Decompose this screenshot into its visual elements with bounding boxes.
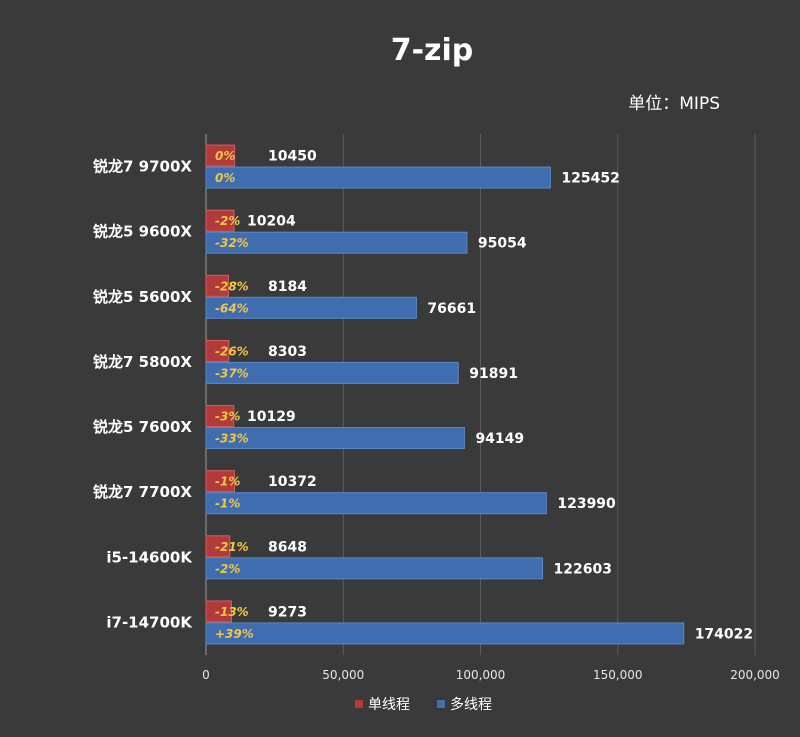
pct-label: -37% bbox=[215, 366, 249, 380]
value-label: 125452 bbox=[561, 171, 619, 187]
bar-single-thread bbox=[205, 405, 235, 428]
value-label: 122603 bbox=[554, 561, 612, 577]
bar-multi-thread bbox=[205, 557, 544, 580]
chart-title: 7-zip bbox=[391, 33, 474, 68]
x-tick-label: 50,000 bbox=[322, 668, 364, 682]
x-tick-label: 200,000 bbox=[730, 668, 780, 682]
category-label: i7-14700K bbox=[106, 613, 193, 631]
bar-multi-thread bbox=[205, 622, 685, 645]
x-tick-label: 100,000 bbox=[456, 668, 506, 682]
value-label: 95054 bbox=[478, 236, 527, 252]
value-label: 76661 bbox=[427, 301, 476, 317]
value-label: 123990 bbox=[557, 496, 616, 512]
pct-label: -2% bbox=[215, 214, 240, 228]
bar-single-thread bbox=[205, 600, 232, 623]
pct-label: -3% bbox=[215, 410, 240, 424]
value-label: 174022 bbox=[695, 626, 753, 642]
legend-swatch bbox=[437, 700, 445, 708]
value-label: 10129 bbox=[247, 409, 296, 425]
bar-multi-thread bbox=[205, 166, 551, 189]
value-label: 91891 bbox=[469, 366, 518, 382]
legend-label: 多线程 bbox=[450, 696, 492, 713]
pct-label: -28% bbox=[215, 279, 249, 293]
pct-label: -13% bbox=[215, 605, 249, 619]
legend: 单线程 多线程 bbox=[355, 696, 492, 713]
x-axis-ticks: 0 50,000 100,000 150,000 200,000 bbox=[202, 668, 780, 682]
pct-label: -1% bbox=[215, 497, 240, 511]
bar-multi-thread bbox=[205, 231, 468, 254]
bar-single-thread bbox=[205, 339, 230, 362]
category-label: 锐龙7 5800X bbox=[93, 353, 192, 371]
bar-multi-thread bbox=[205, 296, 417, 319]
bar-single-thread bbox=[205, 535, 231, 558]
bar-multi-thread bbox=[205, 361, 459, 384]
value-label: 8303 bbox=[268, 344, 307, 360]
pct-label: -32% bbox=[215, 236, 249, 250]
bar-single-thread bbox=[205, 274, 229, 297]
category-label: 锐龙7 9700X bbox=[93, 158, 192, 176]
pct-label: -1% bbox=[215, 475, 240, 489]
value-label: 94149 bbox=[475, 431, 524, 447]
pct-label: -26% bbox=[215, 344, 249, 358]
value-label: 10372 bbox=[268, 474, 317, 490]
pct-label: +39% bbox=[215, 627, 254, 641]
value-label: 8648 bbox=[268, 539, 307, 555]
category-label: 锐龙5 9600X bbox=[93, 223, 192, 241]
value-label: 10450 bbox=[268, 149, 317, 165]
pct-label: -2% bbox=[215, 562, 240, 576]
data-labels: 0% 10450 0% 125452 -2% 10204 -32% 95054 -28% 8184… bbox=[215, 149, 753, 643]
bar-single-thread bbox=[205, 144, 236, 167]
value-label: 9273 bbox=[268, 604, 307, 620]
value-label: 10204 bbox=[247, 214, 296, 230]
x-tick-label: 150,000 bbox=[593, 668, 643, 682]
unit-label: 单位：MIPS bbox=[628, 94, 720, 114]
bars bbox=[205, 144, 685, 645]
bar-single-thread bbox=[205, 470, 235, 493]
pct-label: -21% bbox=[215, 540, 249, 554]
category-labels: 锐龙7 9700X 锐龙5 9600X 锐龙5 5600X 锐龙7 5800X 锐龙5 … bbox=[93, 158, 193, 632]
pct-label: -33% bbox=[215, 432, 249, 446]
category-label: 锐龙5 7600X bbox=[93, 418, 192, 436]
bar-multi-thread bbox=[205, 427, 465, 450]
pct-label: -64% bbox=[215, 301, 249, 315]
category-label: 锐龙7 7700X bbox=[93, 483, 192, 501]
category-label: 锐龙5 5600X bbox=[93, 288, 192, 306]
value-label: 8184 bbox=[268, 279, 307, 295]
legend-swatch bbox=[355, 700, 363, 708]
bar-single-thread bbox=[205, 209, 235, 232]
x-tick-label: 0 bbox=[202, 668, 210, 682]
category-label: i5-14600K bbox=[106, 548, 193, 566]
pct-label: 0% bbox=[215, 149, 235, 163]
pct-label: 0% bbox=[215, 171, 235, 185]
legend-label: 单线程 bbox=[368, 697, 410, 713]
bar-multi-thread bbox=[205, 492, 547, 515]
